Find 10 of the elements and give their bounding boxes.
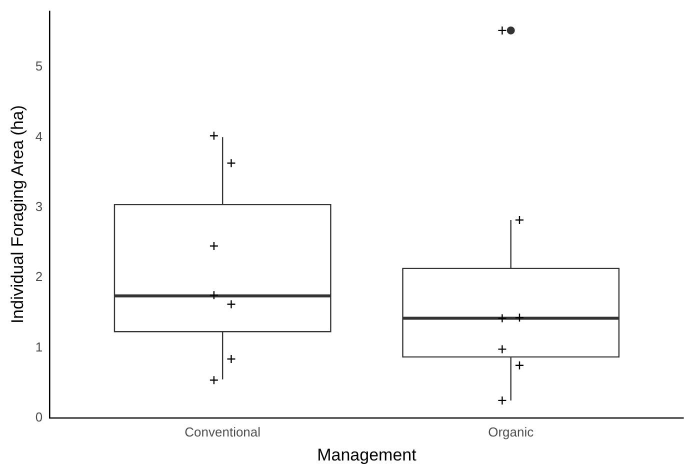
y-axis-title: Individual Foraging Area (ha) — [8, 105, 27, 324]
y-tick-label: 3 — [35, 198, 43, 214]
y-tick-label: 4 — [35, 128, 43, 144]
x-tick-label: Conventional — [184, 424, 261, 440]
x-tick-label: Organic — [488, 424, 534, 440]
y-tick-label: 5 — [35, 58, 43, 74]
y-tick-label: 1 — [35, 339, 43, 354]
y-tick-label: 0 — [35, 410, 43, 425]
x-axis-title: Management — [317, 445, 417, 464]
y-tick-label: 2 — [35, 269, 43, 284]
